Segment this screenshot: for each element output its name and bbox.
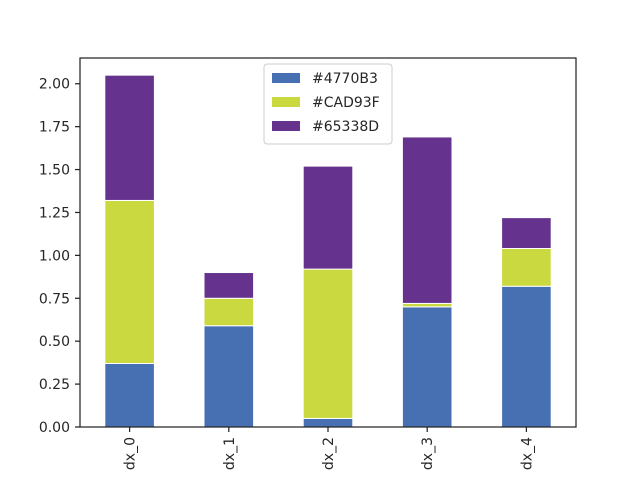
- legend-swatch: [272, 121, 300, 131]
- x-tick-label: dx_0: [123, 437, 139, 470]
- bar-dx_4-series-1: [501, 248, 552, 287]
- x-tick-label: dx_1: [222, 437, 238, 470]
- y-tick-label: 1.00: [39, 248, 70, 264]
- y-tick-label: 0.25: [39, 377, 70, 393]
- bar-dx_4-series-0: [501, 285, 552, 428]
- bar-dx_4-series-2: [501, 217, 552, 250]
- bar-dx_0-series-2: [104, 74, 155, 201]
- x-tick-label: dx_2: [321, 437, 337, 470]
- y-tick-label: 1.25: [39, 205, 70, 221]
- x-tick-label: dx_4: [519, 437, 535, 470]
- legend: #4770B3 #CAD93F #65338D: [263, 63, 393, 145]
- legend-label: #4770B3: [312, 71, 378, 87]
- y-axis: 0.00 0.25 0.50 0.75 1.00 1.25 1.50 1.75 2.00: [39, 77, 80, 436]
- bars-layer: [104, 74, 552, 428]
- y-tick-label: 0.50: [39, 334, 70, 350]
- y-tick-label: 0.75: [39, 291, 70, 307]
- bar-dx_3-series-1: [401, 302, 453, 308]
- x-tick-label: dx_3: [420, 437, 436, 470]
- bar-dx_0-series-1: [104, 199, 155, 364]
- bar-dx_1-series-0: [203, 325, 255, 428]
- bar-dx_3-series-2: [401, 136, 453, 304]
- bar-dx_2-series-0: [302, 417, 354, 428]
- y-tick-label: 1.50: [39, 163, 70, 179]
- y-tick-label: 0.00: [39, 420, 70, 436]
- legend-label: #CAD93F: [312, 95, 380, 111]
- bar-dx_1-series-2: [203, 272, 255, 299]
- bar-dx_2-series-1: [302, 268, 354, 419]
- bar-dx_3-series-0: [401, 306, 453, 428]
- bar-dx_2-series-2: [302, 165, 354, 270]
- y-tick-label: 2.00: [39, 77, 70, 93]
- legend-swatch: [272, 73, 300, 83]
- legend-swatch: [272, 97, 300, 107]
- plot-frame: [79, 57, 577, 428]
- x-axis: dx_0 dx_1 dx_2 dx_3 dx_4: [123, 427, 535, 470]
- y-tick-label: 1.75: [39, 120, 70, 136]
- bar-dx_1-series-1: [203, 297, 255, 327]
- bar-dx_0-series-0: [104, 362, 155, 428]
- legend-label: #65338D: [312, 119, 379, 135]
